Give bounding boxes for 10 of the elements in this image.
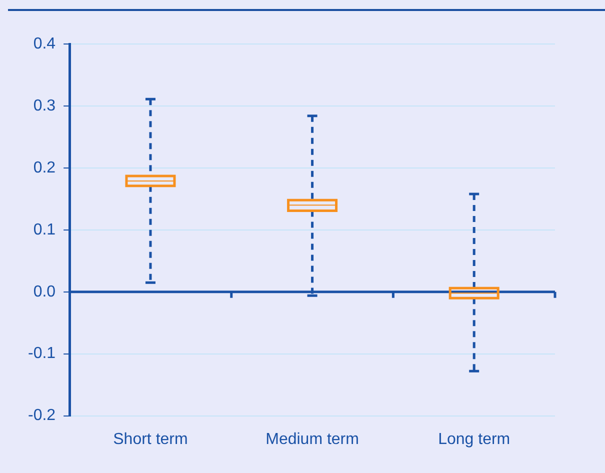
x-tick-label: Short term [113,430,188,448]
y-tick-label: -0.1 [28,345,56,362]
x-tick-label: Long term [438,430,510,448]
y-tick-label: -0.2 [28,407,56,424]
y-tick-label: 0.3 [33,97,56,114]
y-tick-label: 0.4 [33,35,56,52]
y-tick-label: 0.0 [33,283,56,300]
y-tick-label: 0.1 [33,221,56,238]
y-tick-label: 0.2 [33,159,56,176]
x-tick-label: Medium term [266,430,359,448]
